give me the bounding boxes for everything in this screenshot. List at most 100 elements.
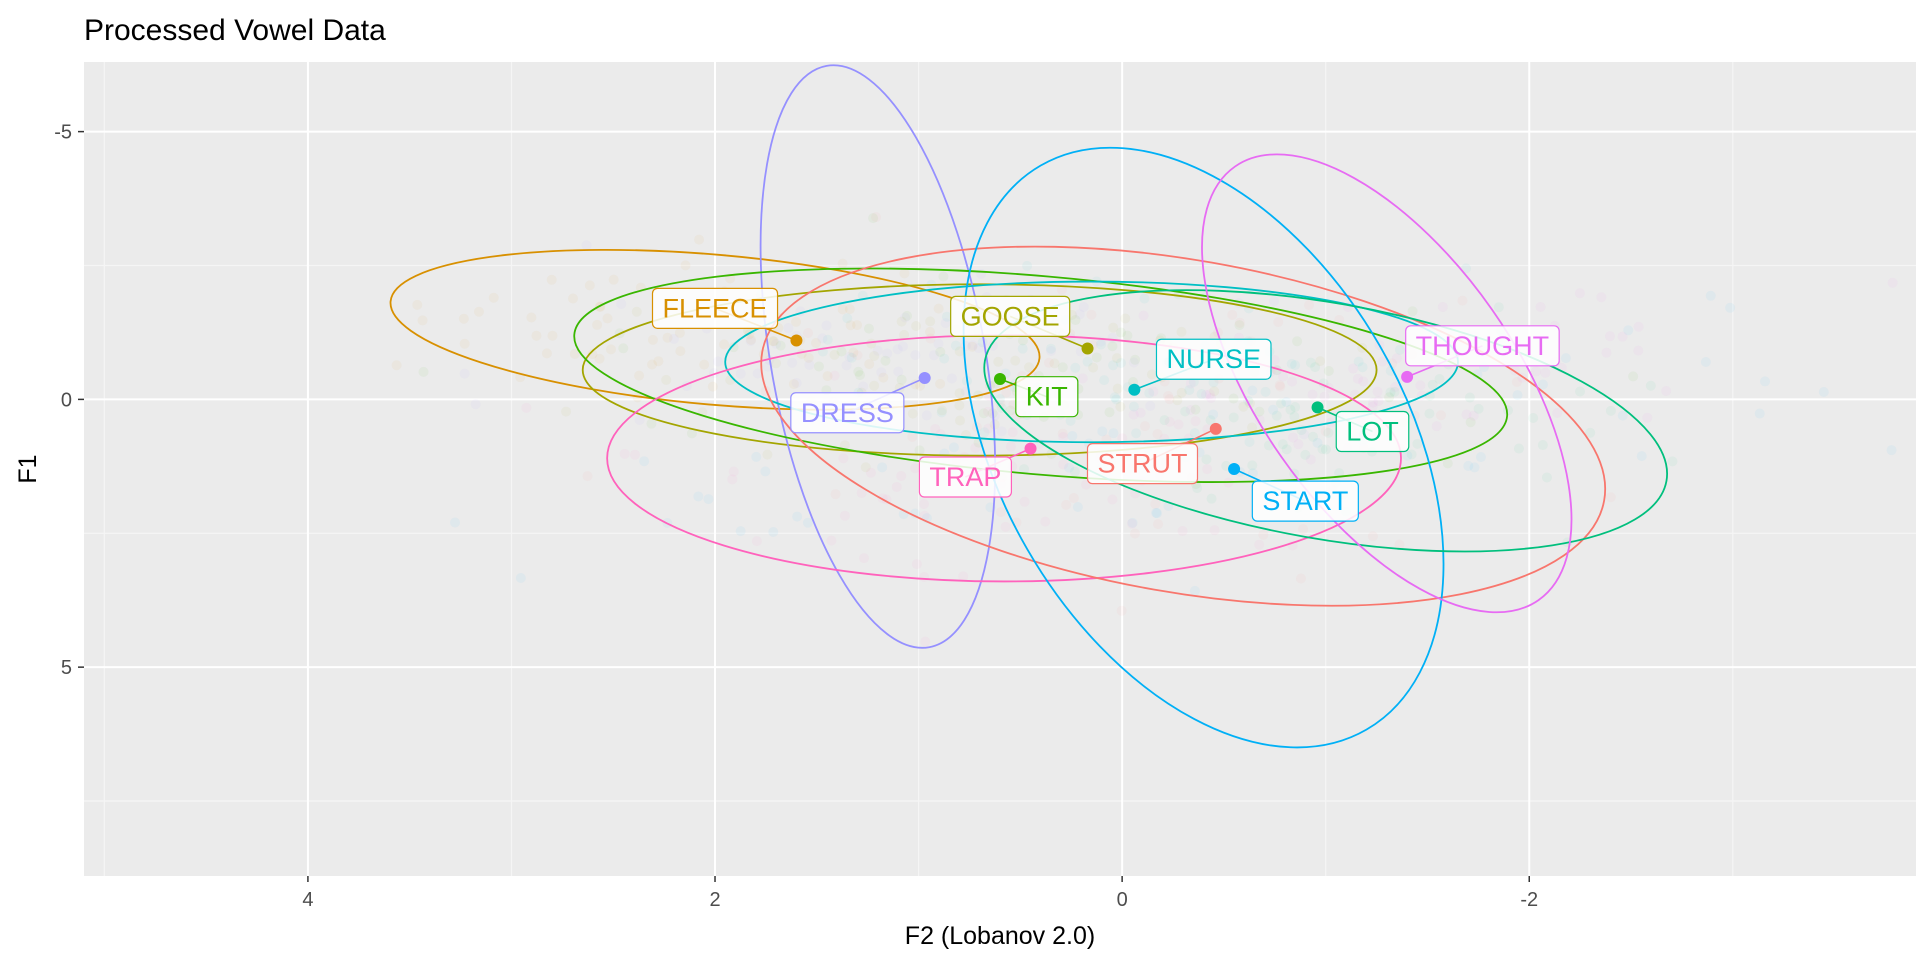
mean-goose <box>1081 342 1094 355</box>
token-point <box>1541 472 1552 483</box>
token-point <box>768 336 779 347</box>
token-point <box>896 316 907 327</box>
token-point <box>1058 431 1069 442</box>
token-point <box>1069 466 1080 477</box>
label-text: GOOSE <box>961 301 1060 331</box>
token-point <box>1434 373 1445 384</box>
token-point <box>1111 394 1122 405</box>
token-point <box>1511 377 1522 388</box>
token-point <box>802 517 813 528</box>
token-point <box>1273 317 1284 328</box>
token-point <box>1148 386 1159 397</box>
token-point <box>1099 375 1110 386</box>
token-point <box>791 316 802 327</box>
token-point <box>569 348 580 359</box>
token-point <box>910 463 921 474</box>
token-point <box>1435 410 1446 421</box>
token-point <box>1705 290 1716 301</box>
token-point <box>791 377 802 388</box>
token-point <box>417 315 428 326</box>
token-point <box>1288 432 1299 443</box>
token-point <box>935 429 946 440</box>
token-point <box>1115 401 1126 412</box>
token-point <box>1247 385 1258 396</box>
token-point <box>877 462 888 473</box>
token-point <box>1228 393 1239 404</box>
label-box <box>1155 338 1272 380</box>
token-point <box>675 346 686 357</box>
token-point <box>1206 392 1217 403</box>
token-point <box>1473 403 1484 414</box>
token-point <box>1108 322 1119 333</box>
token-point <box>993 356 1004 367</box>
token-point <box>1206 493 1217 504</box>
label-fleece: FLEECE <box>651 287 779 329</box>
token-point <box>1391 353 1402 364</box>
token-point <box>837 304 848 315</box>
token-point <box>1645 380 1656 391</box>
token-point <box>1010 355 1021 366</box>
token-point <box>1468 410 1479 421</box>
token-point <box>1604 331 1615 342</box>
token-point <box>783 323 794 334</box>
token-point <box>1275 381 1286 392</box>
token-point <box>1164 416 1175 427</box>
token-point <box>967 340 978 351</box>
token-point <box>1005 441 1016 452</box>
token-point <box>1560 353 1571 364</box>
token-point <box>987 340 998 351</box>
token-point <box>1287 376 1298 387</box>
token-point <box>1760 376 1771 387</box>
token-point <box>1493 302 1504 313</box>
token-point <box>1367 401 1378 412</box>
token-point <box>1319 391 1330 402</box>
token-point <box>940 318 951 329</box>
token-point <box>907 431 918 442</box>
token-point <box>1238 401 1249 412</box>
label-box <box>651 287 779 329</box>
token-point <box>1377 356 1388 367</box>
token-point <box>1131 428 1142 439</box>
token-point <box>1112 383 1123 394</box>
token-point <box>1636 451 1647 462</box>
token-point <box>1461 263 1472 274</box>
token-point <box>1373 396 1384 407</box>
token-point <box>1209 525 1220 536</box>
token-point <box>1258 529 1269 540</box>
label-box <box>1086 443 1199 485</box>
token-point <box>619 448 630 459</box>
token-point <box>1290 360 1301 371</box>
token-point <box>954 346 965 357</box>
token-point <box>1190 416 1201 427</box>
token-point <box>1437 301 1448 312</box>
token-point <box>1617 331 1628 342</box>
token-point <box>1227 309 1238 320</box>
token-point <box>935 378 946 389</box>
token-point <box>1402 450 1413 461</box>
token-point <box>541 348 552 359</box>
token-point <box>845 320 856 331</box>
token-point <box>989 419 1000 430</box>
token-point <box>1067 430 1078 441</box>
token-point <box>930 423 941 434</box>
token-point <box>1172 395 1183 406</box>
token-point <box>1116 357 1127 368</box>
token-point <box>865 467 876 478</box>
token-point <box>1017 343 1028 354</box>
token-point <box>1176 387 1187 398</box>
token-point <box>1108 428 1119 439</box>
token-point <box>1184 385 1195 396</box>
token-point <box>1469 462 1480 473</box>
token-point <box>846 352 857 363</box>
token-point <box>1185 405 1196 416</box>
token-point <box>1122 330 1133 341</box>
token-point <box>584 280 595 291</box>
token-point <box>1126 518 1137 529</box>
token-point <box>1070 362 1081 373</box>
token-point <box>1352 373 1363 384</box>
chart-title: Processed Vowel Data <box>84 14 386 47</box>
token-point <box>1281 444 1292 455</box>
token-point <box>1097 426 1108 437</box>
token-point <box>1887 277 1898 288</box>
